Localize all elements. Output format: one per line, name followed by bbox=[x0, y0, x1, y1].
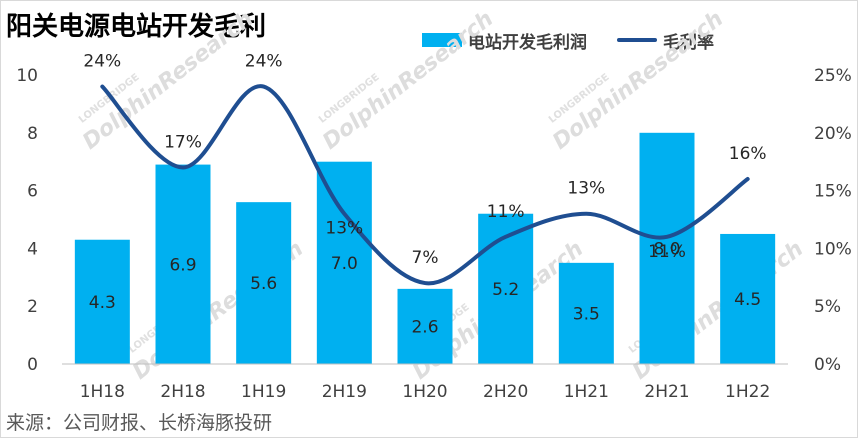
legend: 电站开发毛利润 毛利率 bbox=[422, 28, 744, 53]
chart-title: 阳关电源电站开发毛利 bbox=[6, 12, 267, 42]
line-label-1H19: 24% bbox=[245, 52, 283, 72]
line-label-2H18: 17% bbox=[164, 132, 202, 152]
bar-2H21 bbox=[639, 132, 695, 364]
y-left-tick-6: 6 bbox=[27, 182, 38, 202]
axis-layer: 1H18 2H18 1H19 2H19 1H20 2H20 1H21 2H21 1H22 0 2 4 6… bbox=[16, 66, 851, 402]
y-left-tick-10: 10 bbox=[16, 66, 38, 86]
y-right-tick-10%: 10% bbox=[814, 239, 852, 259]
labels-layer: 4.3 6.9 5.6 7.0 2.6 5.2 3.5 8.0 4.5 24% 17% 24% 13% 7… bbox=[83, 52, 766, 338]
line-label-2H19: 13% bbox=[325, 219, 363, 239]
y-left-tick-0: 0 bbox=[27, 355, 38, 375]
bars-layer bbox=[74, 132, 776, 364]
bar-label-1H19: 5.6 bbox=[250, 274, 277, 294]
bar-1H20 bbox=[397, 288, 453, 364]
source-note: 来源：公司财报、长桥海豚投研 bbox=[6, 412, 273, 434]
x-tick-1H20: 1H20 bbox=[402, 382, 447, 402]
bar-label-1H20: 2.6 bbox=[411, 317, 438, 337]
bar-label-2H21: 8.0 bbox=[653, 239, 680, 259]
legend-swatch-bar bbox=[422, 33, 462, 47]
y-left-tick-2: 2 bbox=[27, 297, 38, 317]
x-tick-1H22: 1H22 bbox=[725, 382, 770, 402]
x-tick-2H18: 2H18 bbox=[160, 382, 205, 402]
x-tick-1H18: 1H18 bbox=[80, 382, 125, 402]
y-right-tick-5%: 5% bbox=[814, 297, 841, 317]
x-tick-1H21: 1H21 bbox=[564, 382, 609, 402]
line-label-1H20: 7% bbox=[412, 248, 439, 268]
bar-label-2H18: 6.9 bbox=[169, 255, 196, 275]
bar-2H19 bbox=[316, 161, 372, 364]
legend-item-bar: 电站开发毛利润 bbox=[422, 28, 587, 53]
y-left-tick-8: 8 bbox=[27, 124, 38, 144]
x-tick-2H19: 2H19 bbox=[322, 382, 367, 402]
x-tick-2H20: 2H20 bbox=[483, 382, 528, 402]
legend-swatch-line bbox=[617, 38, 657, 42]
watermark-text: DolphinResearch bbox=[548, 7, 728, 155]
line-label-2H21: 11% bbox=[648, 242, 686, 262]
y-right-tick-0%: 0% bbox=[814, 355, 841, 375]
bar-2H18 bbox=[155, 164, 211, 364]
line-layer bbox=[100, 84, 750, 286]
bar-label-2H20: 5.2 bbox=[492, 280, 519, 300]
bar-label-1H22: 4.5 bbox=[734, 290, 761, 310]
bar-1H22 bbox=[720, 233, 776, 364]
watermark-text: DolphinResearch bbox=[318, 7, 498, 155]
y-left-tick-4: 4 bbox=[27, 239, 38, 259]
y-right-tick-25%: 25% bbox=[814, 66, 852, 86]
margin-rate-line bbox=[100, 84, 750, 286]
bar-label-1H21: 3.5 bbox=[573, 304, 600, 324]
legend-label-line: 毛利率 bbox=[663, 32, 714, 53]
legend-label-bar: 电站开发毛利润 bbox=[468, 32, 587, 53]
bar-1H18 bbox=[74, 239, 130, 364]
bar-1H21 bbox=[558, 262, 614, 364]
y-right-tick-15%: 15% bbox=[814, 182, 852, 202]
x-tick-1H19: 1H19 bbox=[241, 382, 286, 402]
bar-label-1H18: 4.3 bbox=[89, 293, 116, 313]
legend-item-line: 毛利率 bbox=[617, 28, 714, 53]
bar-label-2H19: 7.0 bbox=[331, 254, 358, 274]
x-tick-2H21: 2H21 bbox=[644, 382, 689, 402]
line-label-1H21: 13% bbox=[567, 179, 605, 199]
bar-1H19 bbox=[236, 202, 292, 364]
line-label-1H22: 16% bbox=[729, 144, 767, 164]
line-label-1H18: 24% bbox=[83, 52, 121, 72]
line-label-2H20: 11% bbox=[487, 202, 525, 222]
y-right-tick-20%: 20% bbox=[814, 124, 852, 144]
